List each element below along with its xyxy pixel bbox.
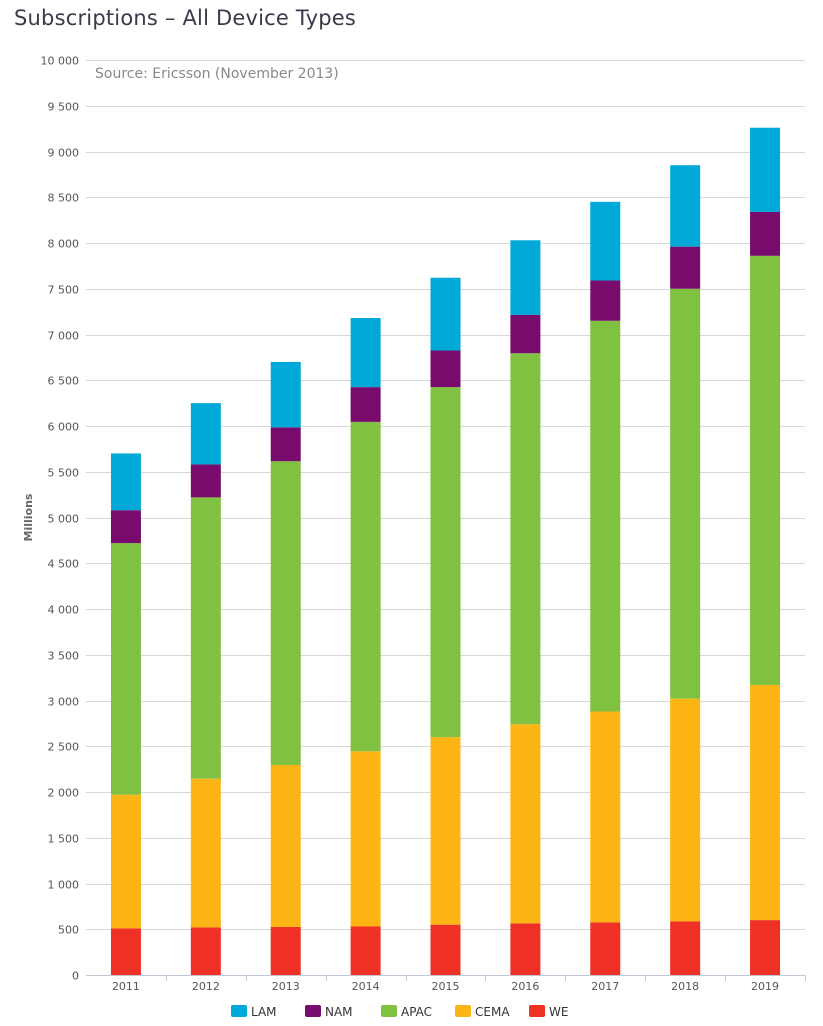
bar-nam-2014[interactable] xyxy=(350,387,381,422)
bar-apac-2014[interactable] xyxy=(350,421,381,752)
bar-cema-2018[interactable] xyxy=(670,698,701,922)
y-tick-label: 9 000 xyxy=(48,147,80,160)
y-tick-label: 1 500 xyxy=(48,833,80,846)
bar-nam-2018[interactable] xyxy=(670,246,701,289)
bar-lam-2018[interactable] xyxy=(670,165,701,247)
y-tick-label: 7 000 xyxy=(48,330,80,343)
bar-we-2019[interactable] xyxy=(750,920,781,975)
bar-apac-2017[interactable] xyxy=(590,320,621,712)
bar-cema-2019[interactable] xyxy=(750,684,781,921)
bar-apac-2015[interactable] xyxy=(430,387,461,738)
legend-item-apac[interactable]: APAC xyxy=(401,1005,432,1019)
legend-swatch-cema[interactable] xyxy=(455,1005,471,1017)
x-tick-label: 2019 xyxy=(751,980,779,993)
bar-nam-2019[interactable] xyxy=(750,211,781,256)
bar-we-2015[interactable] xyxy=(430,924,461,975)
y-tick-label: 3 000 xyxy=(48,696,80,709)
legend-swatch-lam[interactable] xyxy=(231,1005,247,1017)
bar-lam-2013[interactable] xyxy=(270,361,301,428)
x-tick-label: 2017 xyxy=(591,980,619,993)
legend-swatch-we[interactable] xyxy=(529,1005,545,1017)
x-tick-label: 2015 xyxy=(432,980,460,993)
bar-we-2018[interactable] xyxy=(670,921,701,975)
legend-item-nam[interactable]: NAM xyxy=(325,1005,353,1019)
y-tick-label: 2 500 xyxy=(48,741,80,754)
y-tick-label: 10 000 xyxy=(41,55,80,68)
y-tick-label: 3 500 xyxy=(48,650,80,663)
legend-item-lam[interactable]: LAM xyxy=(251,1005,277,1019)
chart-title: Subscriptions – All Device Types xyxy=(14,6,357,30)
bar-apac-2011[interactable] xyxy=(110,543,141,795)
bar-apac-2013[interactable] xyxy=(270,461,301,766)
x-tick-label: 2014 xyxy=(352,980,380,993)
bar-cema-2012[interactable] xyxy=(190,778,221,928)
x-tick-label: 2016 xyxy=(511,980,539,993)
legend-swatch-nam[interactable] xyxy=(305,1005,321,1017)
bar-apac-2018[interactable] xyxy=(670,288,701,699)
y-axis-label: Millions xyxy=(22,493,35,541)
legend-swatch-apac[interactable] xyxy=(381,1005,397,1017)
legend-item-we[interactable]: WE xyxy=(549,1005,568,1019)
y-tick-label: 8 500 xyxy=(48,192,80,205)
bar-lam-2019[interactable] xyxy=(750,127,781,212)
y-tick-label: 6 000 xyxy=(48,421,80,434)
y-tick-label: 5 500 xyxy=(48,467,80,480)
x-tick-label: 2012 xyxy=(192,980,220,993)
y-tick-label: 6 500 xyxy=(48,375,80,388)
bar-nam-2011[interactable] xyxy=(110,510,141,544)
legend-item-cema[interactable]: CEMA xyxy=(475,1005,510,1019)
bar-nam-2012[interactable] xyxy=(190,464,221,498)
bar-we-2016[interactable] xyxy=(510,923,541,975)
y-tick-label: 9 500 xyxy=(48,101,80,114)
y-tick-label: 5 000 xyxy=(48,513,80,526)
bar-lam-2015[interactable] xyxy=(430,277,461,351)
bar-we-2017[interactable] xyxy=(590,922,621,975)
bar-cema-2013[interactable] xyxy=(270,765,301,927)
bar-we-2013[interactable] xyxy=(270,926,301,975)
x-tick-label: 2013 xyxy=(272,980,300,993)
bar-cema-2016[interactable] xyxy=(510,724,541,924)
bar-nam-2016[interactable] xyxy=(510,314,541,354)
y-tick-label: 1 000 xyxy=(48,879,80,892)
bar-lam-2012[interactable] xyxy=(190,403,221,465)
x-tick-label: 2011 xyxy=(112,980,140,993)
bar-lam-2016[interactable] xyxy=(510,240,541,315)
y-tick-label: 8 000 xyxy=(48,238,80,251)
bar-lam-2014[interactable] xyxy=(350,318,381,388)
bar-apac-2019[interactable] xyxy=(750,255,781,685)
bar-cema-2014[interactable] xyxy=(350,751,381,927)
bar-we-2012[interactable] xyxy=(190,927,221,975)
bar-lam-2011[interactable] xyxy=(110,453,141,511)
bar-nam-2017[interactable] xyxy=(590,280,621,321)
bar-cema-2017[interactable] xyxy=(590,711,621,923)
chart-subtitle: Source: Ericsson (November 2013) xyxy=(95,66,339,82)
bar-nam-2015[interactable] xyxy=(430,350,461,388)
bar-we-2011[interactable] xyxy=(110,928,141,975)
bar-we-2014[interactable] xyxy=(350,926,381,975)
bar-cema-2015[interactable] xyxy=(430,737,461,925)
bar-apac-2012[interactable] xyxy=(190,497,221,779)
y-tick-label: 4 000 xyxy=(48,604,80,617)
bar-cema-2011[interactable] xyxy=(110,794,141,929)
bar-apac-2016[interactable] xyxy=(510,353,541,725)
y-tick-label: 0 xyxy=(72,970,79,983)
y-tick-label: 7 500 xyxy=(48,284,80,297)
y-tick-label: 500 xyxy=(58,924,79,937)
bar-nam-2013[interactable] xyxy=(270,427,301,462)
y-tick-label: 2 000 xyxy=(48,787,80,800)
bar-lam-2017[interactable] xyxy=(590,201,621,281)
x-tick-label: 2018 xyxy=(671,980,699,993)
y-tick-label: 4 500 xyxy=(48,558,80,571)
